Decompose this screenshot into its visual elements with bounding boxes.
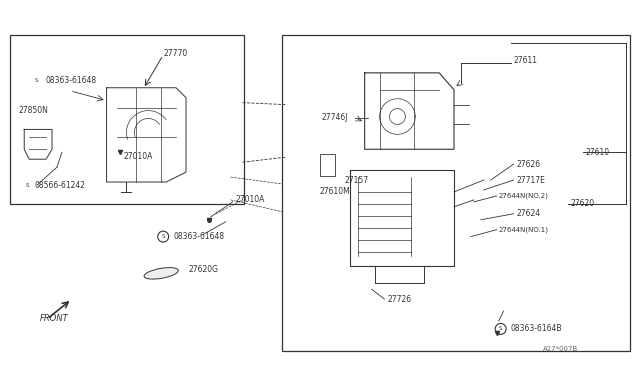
Text: 27610: 27610: [586, 148, 610, 157]
Text: FRONT: FRONT: [40, 314, 69, 324]
Bar: [10, 35, 244, 204]
Text: 27010A: 27010A: [236, 195, 265, 204]
Bar: [320, 154, 335, 176]
Text: 27010A: 27010A: [124, 152, 153, 161]
Text: S: S: [26, 183, 29, 187]
Text: 27610M: 27610M: [320, 187, 351, 196]
Text: 27644N(NO.2): 27644N(NO.2): [499, 193, 548, 199]
Text: 27644N(NO.1): 27644N(NO.1): [499, 227, 548, 233]
Text: S: S: [161, 234, 165, 239]
Text: 27626: 27626: [516, 160, 541, 169]
Ellipse shape: [144, 267, 179, 279]
Text: 27717E: 27717E: [516, 176, 545, 185]
Text: 08363-61648: 08363-61648: [173, 232, 224, 241]
Text: 27157: 27157: [345, 176, 369, 185]
Text: 27611: 27611: [513, 57, 538, 65]
Text: 27726: 27726: [387, 295, 412, 304]
Text: S: S: [35, 78, 38, 83]
Text: 08363-61648: 08363-61648: [45, 76, 96, 85]
Text: 08566-61242: 08566-61242: [34, 180, 85, 189]
Text: S: S: [499, 326, 502, 331]
Text: A27*007B: A27*007B: [543, 346, 579, 352]
Text: 27620G: 27620G: [189, 265, 219, 274]
Text: 27620: 27620: [570, 199, 595, 208]
Text: 27770: 27770: [163, 48, 188, 58]
Bar: [282, 35, 630, 351]
Text: 27624: 27624: [516, 209, 541, 218]
Text: 27850N: 27850N: [19, 106, 48, 115]
Text: 08363-6164B: 08363-6164B: [511, 324, 562, 333]
Text: 27746J: 27746J: [322, 113, 349, 122]
